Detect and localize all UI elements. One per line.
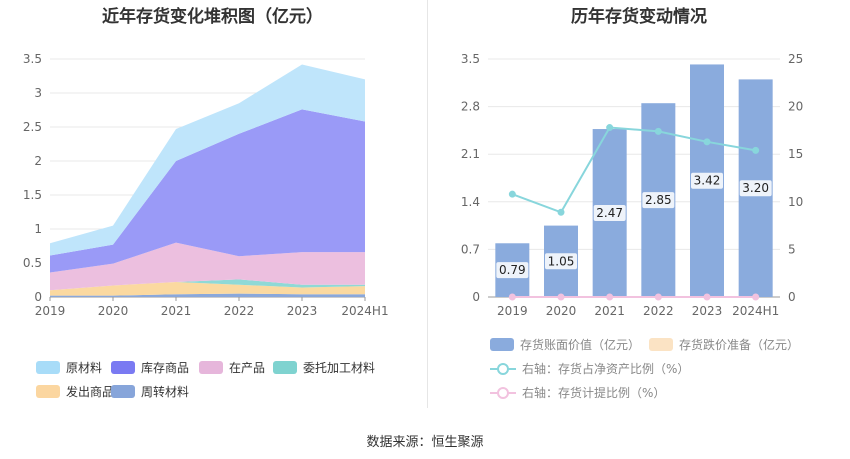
x-tick-label: 2023 [287, 304, 318, 318]
legend-item[interactable]: 库存商品 [111, 359, 189, 376]
legend-label: 委托加工材料 [303, 361, 376, 375]
left-y-tick-label: 2.8 [461, 100, 480, 114]
bar-label-bg [593, 205, 626, 222]
line-series [511, 126, 756, 214]
y-tick-label: 2.5 [23, 120, 42, 134]
legend-item[interactable]: 在产品 [199, 359, 265, 376]
legend-swatch [273, 361, 297, 374]
left-chart-title: 近年存货变化堆积图（亿元） [102, 7, 323, 27]
x-tick-label: 2020 [98, 304, 129, 318]
bar-value-label: 2.47 [596, 206, 623, 220]
area-series-原材料 [50, 64, 365, 256]
line-point [654, 293, 662, 301]
bar-label-bg [545, 253, 577, 270]
y-tick-label: 2 [34, 154, 42, 168]
area-series-在产品 [50, 242, 365, 291]
y-tick-label: 0 [34, 290, 42, 304]
line-point [654, 127, 662, 135]
right-y-tick-label: 0 [788, 290, 796, 304]
legend-line-swatch [490, 362, 516, 376]
legend-label: 原材料 [66, 361, 103, 375]
x-tick-label: 2024H1 [732, 304, 779, 318]
legend-label: 右轴：存货计提比例（%） [522, 386, 666, 400]
legend-label: 存货账面价值（亿元） [520, 338, 641, 352]
legend-item[interactable]: 周转材料 [111, 383, 189, 400]
legend-swatch [490, 338, 514, 351]
legend-item[interactable]: 原材料 [36, 359, 102, 376]
legend-label: 右轴：存货占净资产比例（%） [522, 362, 690, 376]
x-tick-label: 2024H1 [341, 304, 388, 318]
legend-label: 发出商品 [66, 385, 115, 399]
bar-value-label: 3.20 [742, 181, 769, 195]
legend-swatch [649, 338, 673, 351]
line-point [606, 293, 614, 301]
line-point [508, 190, 516, 198]
x-tick-label: 2021 [594, 304, 625, 318]
bar-value-label: 0.79 [499, 263, 526, 277]
line-point [557, 293, 565, 301]
legend-swatch [111, 361, 135, 374]
bar-label-bg [691, 172, 723, 189]
x-tick-label: 2022 [643, 304, 674, 318]
line-point [557, 208, 565, 216]
left-y-tick-label: 2.1 [461, 147, 480, 161]
line-point [752, 146, 760, 154]
legend-swatch [36, 361, 60, 374]
x-tick-label: 2019 [35, 304, 66, 318]
bar-label-bg [642, 192, 675, 209]
right-y-tick-label: 10 [788, 195, 803, 209]
legend-line-swatch [490, 386, 516, 400]
legend-item[interactable]: 发出商品 [36, 383, 114, 400]
x-tick-label: 2019 [497, 304, 528, 318]
legend-label: 存货跌价准备（亿元） [679, 338, 800, 352]
x-tick-label: 2023 [692, 304, 723, 318]
x-tick-label: 2020 [546, 304, 577, 318]
bar-label-bg [496, 262, 529, 279]
bar-value-label: 3.42 [694, 174, 721, 188]
area-series-库存商品 [50, 109, 365, 273]
right-y-tick-label: 20 [788, 100, 803, 114]
line-point [703, 138, 711, 146]
y-tick-label: 1 [34, 222, 42, 236]
right-y-tick-label: 25 [788, 52, 803, 66]
legend-label: 在产品 [229, 361, 266, 375]
panel-divider [427, 0, 428, 408]
bar-label-bg [739, 180, 772, 197]
y-tick-label: 1.5 [23, 188, 42, 202]
left-y-tick-label: 3.5 [461, 52, 480, 66]
legend-item[interactable]: 委托加工材料 [273, 359, 375, 376]
x-tick-label: 2022 [224, 304, 255, 318]
legend-item[interactable]: 存货账面价值（亿元） [490, 336, 640, 353]
bar-value-label: 2.85 [645, 193, 672, 207]
legend-swatch [111, 385, 135, 398]
line-point [703, 293, 711, 301]
x-tick-label: 2021 [161, 304, 192, 318]
right-y-tick-label: 15 [788, 147, 803, 161]
y-tick-label: 3.5 [23, 52, 42, 66]
left-y-tick-label: 1.4 [461, 195, 480, 209]
legend-item[interactable]: 右轴：存货计提比例（%） [490, 384, 665, 401]
left-y-tick-label: 0 [472, 290, 480, 304]
bar-value-label: 1.05 [548, 254, 575, 268]
y-tick-label: 3 [34, 86, 42, 100]
area-series-周转材料 [50, 293, 365, 297]
area-series-发出商品 [50, 282, 365, 296]
line-point [606, 124, 614, 132]
legend-label: 周转材料 [141, 385, 190, 399]
right-y-tick-label: 5 [788, 242, 796, 256]
right-chart-title: 历年存货变动情况 [571, 7, 707, 27]
data-source-note: 数据来源：恒生聚源 [366, 435, 484, 450]
legend-label: 库存商品 [141, 361, 190, 375]
line-point [752, 293, 760, 301]
line-point [508, 293, 516, 301]
legend-item[interactable]: 右轴：存货占净资产比例（%） [490, 360, 689, 377]
y-tick-label: 0.5 [23, 256, 42, 270]
legend-item[interactable]: 存货跌价准备（亿元） [649, 336, 799, 353]
legend-swatch [36, 385, 60, 398]
legend-swatch [199, 361, 223, 374]
left-y-tick-label: 0.7 [461, 242, 480, 256]
